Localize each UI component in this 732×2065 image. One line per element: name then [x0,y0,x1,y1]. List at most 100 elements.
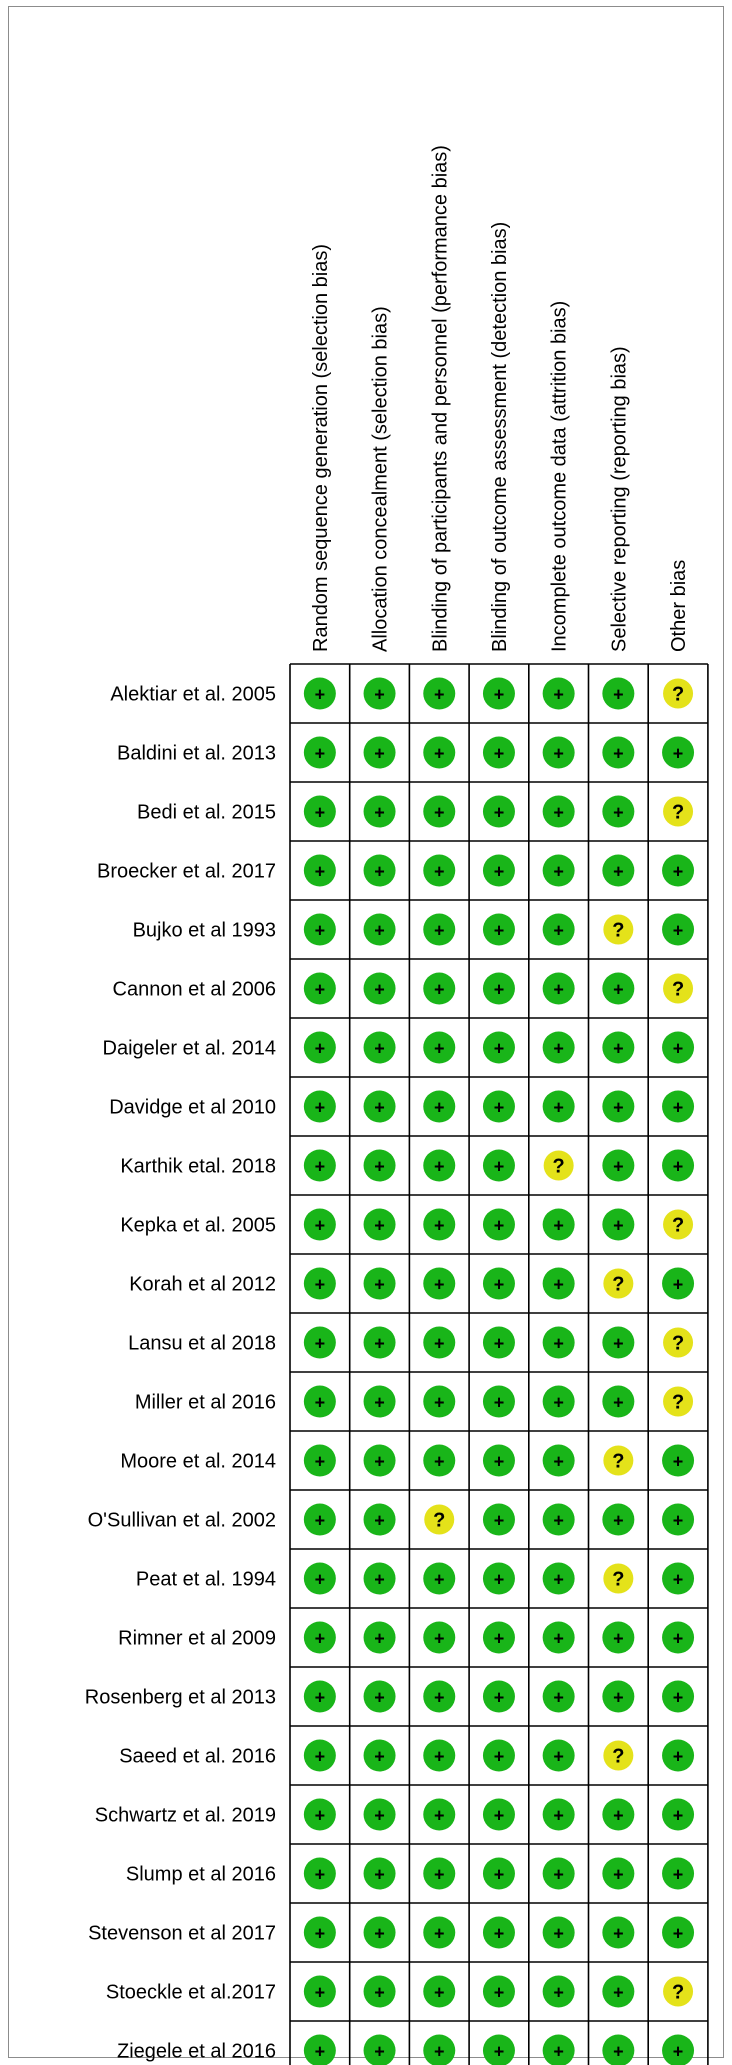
rating-symbol: + [434,1393,445,1413]
low-risk-icon-circle [303,972,336,1005]
rating-symbol: + [434,1688,445,1708]
low-risk-icon: + [423,1798,456,1831]
rating-symbol: + [315,1157,326,1177]
low-risk-icon: + [662,1149,695,1182]
low-risk-icon-circle [363,1857,396,1890]
low-risk-icon-circle [423,1326,456,1359]
low-risk-icon: + [303,1503,336,1536]
low-risk-icon: + [303,795,336,828]
rating-symbol: + [315,1098,326,1118]
rating-symbol: + [374,1511,385,1531]
rating-symbol: ? [672,1333,684,1355]
low-risk-icon: + [482,677,515,710]
rating-symbol: ? [672,802,684,824]
low-risk-icon-circle [423,1267,456,1300]
rating-symbol: + [315,921,326,941]
low-risk-icon-circle [602,1916,635,1949]
rating-symbol: + [613,1511,624,1531]
low-risk-icon-circle [482,1385,515,1418]
study-label: Broecker et al. 2017 [97,861,276,883]
low-risk-icon-circle [482,2034,515,2065]
low-risk-icon: + [602,1857,635,1890]
low-risk-icon-circle [363,1444,396,1477]
low-risk-icon: + [363,1916,396,1949]
low-risk-icon-circle [542,1621,575,1654]
low-risk-icon: + [482,1031,515,1064]
low-risk-icon-circle [602,1680,635,1713]
low-risk-icon-circle [423,1680,456,1713]
rating-symbol: + [553,862,564,882]
low-risk-icon: + [423,854,456,887]
low-risk-icon: + [602,1798,635,1831]
study-label: Peat et al. 1994 [136,1569,276,1591]
rating-symbol: + [494,1865,505,1885]
low-risk-icon: + [542,1385,575,1418]
low-risk-icon: + [662,1503,695,1536]
rating-grid [289,663,709,2065]
low-risk-icon-circle [423,1149,456,1182]
rating-symbol: + [673,1511,684,1531]
rating-symbol: + [374,1570,385,1590]
low-risk-icon-circle [482,1739,515,1772]
study-row: Rimner et al 2009 + + + + + + + [118,1621,695,1654]
rating-symbol: + [613,1039,624,1059]
low-risk-icon-circle [363,1326,396,1359]
low-risk-icon: + [542,1562,575,1595]
low-risk-icon: + [602,1090,635,1123]
low-risk-icon: + [602,795,635,828]
low-risk-icon-circle [602,1326,635,1359]
low-risk-icon-circle [423,795,456,828]
low-risk-icon-circle [662,736,695,769]
low-risk-icon-circle [303,1090,336,1123]
rating-symbol: + [613,1098,624,1118]
low-risk-icon: + [423,1739,456,1772]
low-risk-icon-circle [542,1326,575,1359]
low-risk-icon-circle [482,1975,515,2008]
low-risk-icon: + [602,1149,635,1182]
low-risk-icon: + [482,1975,515,2008]
low-risk-icon: + [542,854,575,887]
low-risk-icon: + [542,795,575,828]
low-risk-icon-circle [602,854,635,887]
unclear-risk-icon-circle [603,1268,634,1299]
unclear-risk-icon-circle [603,1740,634,1771]
low-risk-icon-circle [662,1031,695,1064]
rating-symbol: + [434,1275,445,1295]
rating-symbol: + [553,1039,564,1059]
low-risk-icon-circle [542,1503,575,1536]
low-risk-icon: + [363,1857,396,1890]
low-risk-icon: + [482,1621,515,1654]
rating-symbol: + [494,1452,505,1472]
low-risk-icon: + [602,854,635,887]
low-risk-icon: + [423,1267,456,1300]
low-risk-icon: + [542,972,575,1005]
rating-symbol: + [494,744,505,764]
rating-symbol: + [315,980,326,1000]
rating-symbol: + [374,1452,385,1472]
low-risk-icon-circle [602,795,635,828]
rating-symbol: + [553,1924,564,1944]
low-risk-icon-circle [363,1680,396,1713]
rating-symbol: + [553,921,564,941]
domain-label: Blinding of outcome assessment (detectio… [489,222,511,652]
rating-symbol: + [613,980,624,1000]
low-risk-icon: + [363,677,396,710]
rating-symbol: + [553,1452,564,1472]
low-risk-icon: + [423,1149,456,1182]
low-risk-icon-circle [542,913,575,946]
low-risk-icon: + [602,1503,635,1536]
low-risk-icon: + [662,1739,695,1772]
rating-symbol: + [494,1098,505,1118]
rating-symbol: + [315,1865,326,1885]
low-risk-icon: + [423,972,456,1005]
low-risk-icon-circle [602,1857,635,1890]
low-risk-icon: + [423,2034,456,2065]
study-label: Bujko et al 1993 [133,920,276,942]
unclear-risk-icon: ? [663,1976,694,2007]
low-risk-icon-circle [303,1149,336,1182]
study-label: Rosenberg et al 2013 [85,1687,276,1709]
unclear-risk-icon: ? [663,796,694,827]
rating-symbol: + [494,1039,505,1059]
low-risk-icon-circle [303,913,336,946]
low-risk-icon: + [602,1975,635,2008]
